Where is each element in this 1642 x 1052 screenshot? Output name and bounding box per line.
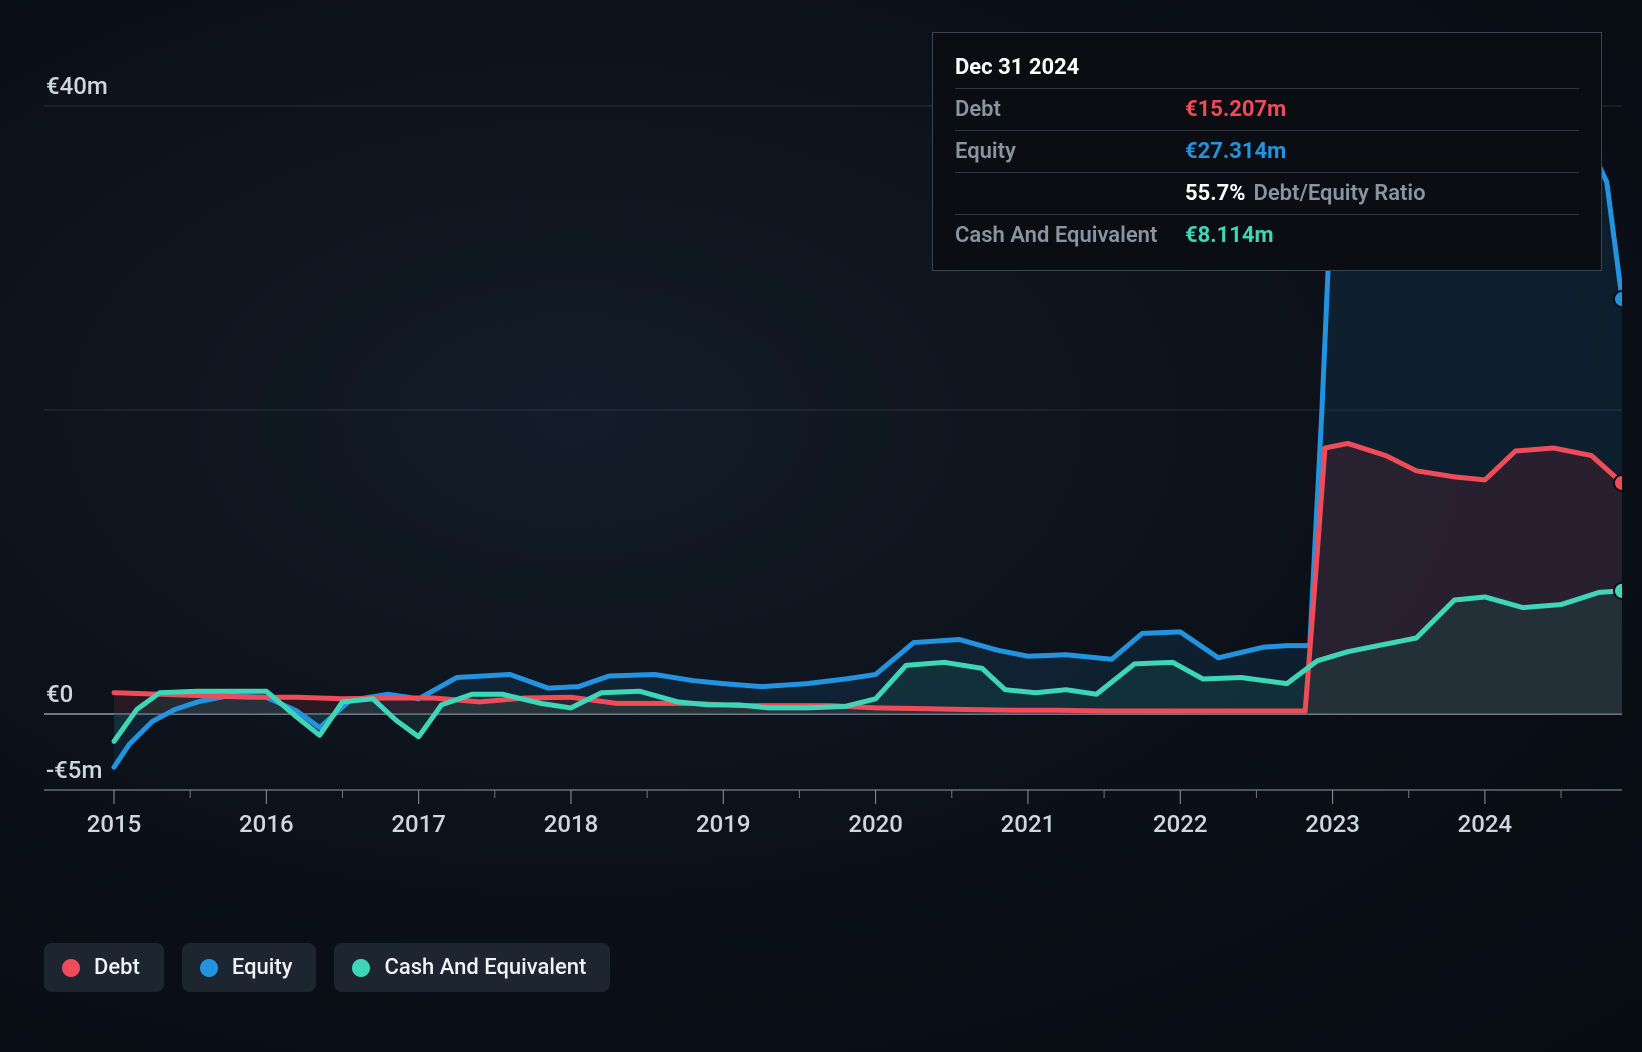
svg-text:-€5m: -€5m (46, 756, 102, 784)
svg-text:2019: 2019 (696, 810, 751, 838)
tooltip-cash-label: Cash And Equivalent (955, 223, 1185, 248)
legend-dot-equity (200, 959, 218, 977)
svg-text:2018: 2018 (544, 810, 599, 838)
legend-dot-debt (62, 959, 80, 977)
legend-dot-cash (352, 959, 370, 977)
legend-item-cash[interactable]: Cash And Equivalent (334, 943, 610, 992)
tooltip-equity-value: €27.314m (1185, 139, 1286, 164)
tooltip-date: Dec 31 2024 (955, 55, 1079, 80)
tooltip-equity-label: Equity (955, 139, 1185, 164)
svg-text:€0: €0 (46, 680, 73, 708)
tooltip-debt-value: €15.207m (1185, 97, 1286, 122)
svg-text:2020: 2020 (848, 810, 903, 838)
chart-tooltip: Dec 31 2024 Debt €15.207m Equity €27.314… (932, 32, 1602, 271)
svg-text:2021: 2021 (1001, 810, 1056, 838)
svg-text:2015: 2015 (87, 810, 142, 838)
tooltip-ratio-label: Debt/Equity Ratio (1254, 181, 1426, 206)
tooltip-ratio-pct: 55.7% (1185, 181, 1246, 206)
svg-text:2017: 2017 (391, 810, 446, 838)
legend-item-debt[interactable]: Debt (44, 943, 164, 992)
svg-text:2016: 2016 (239, 810, 294, 838)
legend-label-cash: Cash And Equivalent (384, 955, 586, 980)
svg-text:2024: 2024 (1458, 810, 1513, 838)
svg-text:2022: 2022 (1153, 810, 1208, 838)
legend-label-equity: Equity (232, 955, 293, 980)
tooltip-cash-value: €8.114m (1185, 223, 1274, 248)
chart-legend: Debt Equity Cash And Equivalent (44, 943, 610, 992)
legend-label-debt: Debt (94, 955, 140, 980)
tooltip-ratio-spacer (955, 181, 1185, 206)
svg-text:€40m: €40m (46, 72, 108, 100)
legend-item-equity[interactable]: Equity (182, 943, 317, 992)
svg-text:2023: 2023 (1305, 810, 1360, 838)
tooltip-debt-label: Debt (955, 97, 1185, 122)
